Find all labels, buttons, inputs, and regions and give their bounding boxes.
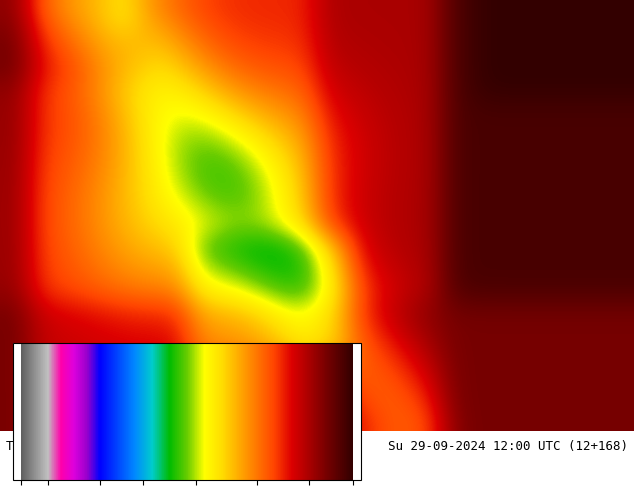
Text: Temperature (2m) [°C] JMA: Temperature (2m) [°C] JMA [6,440,194,453]
Text: Su 29-09-2024 12:00 UTC (12+168): Su 29-09-2024 12:00 UTC (12+168) [387,440,628,453]
